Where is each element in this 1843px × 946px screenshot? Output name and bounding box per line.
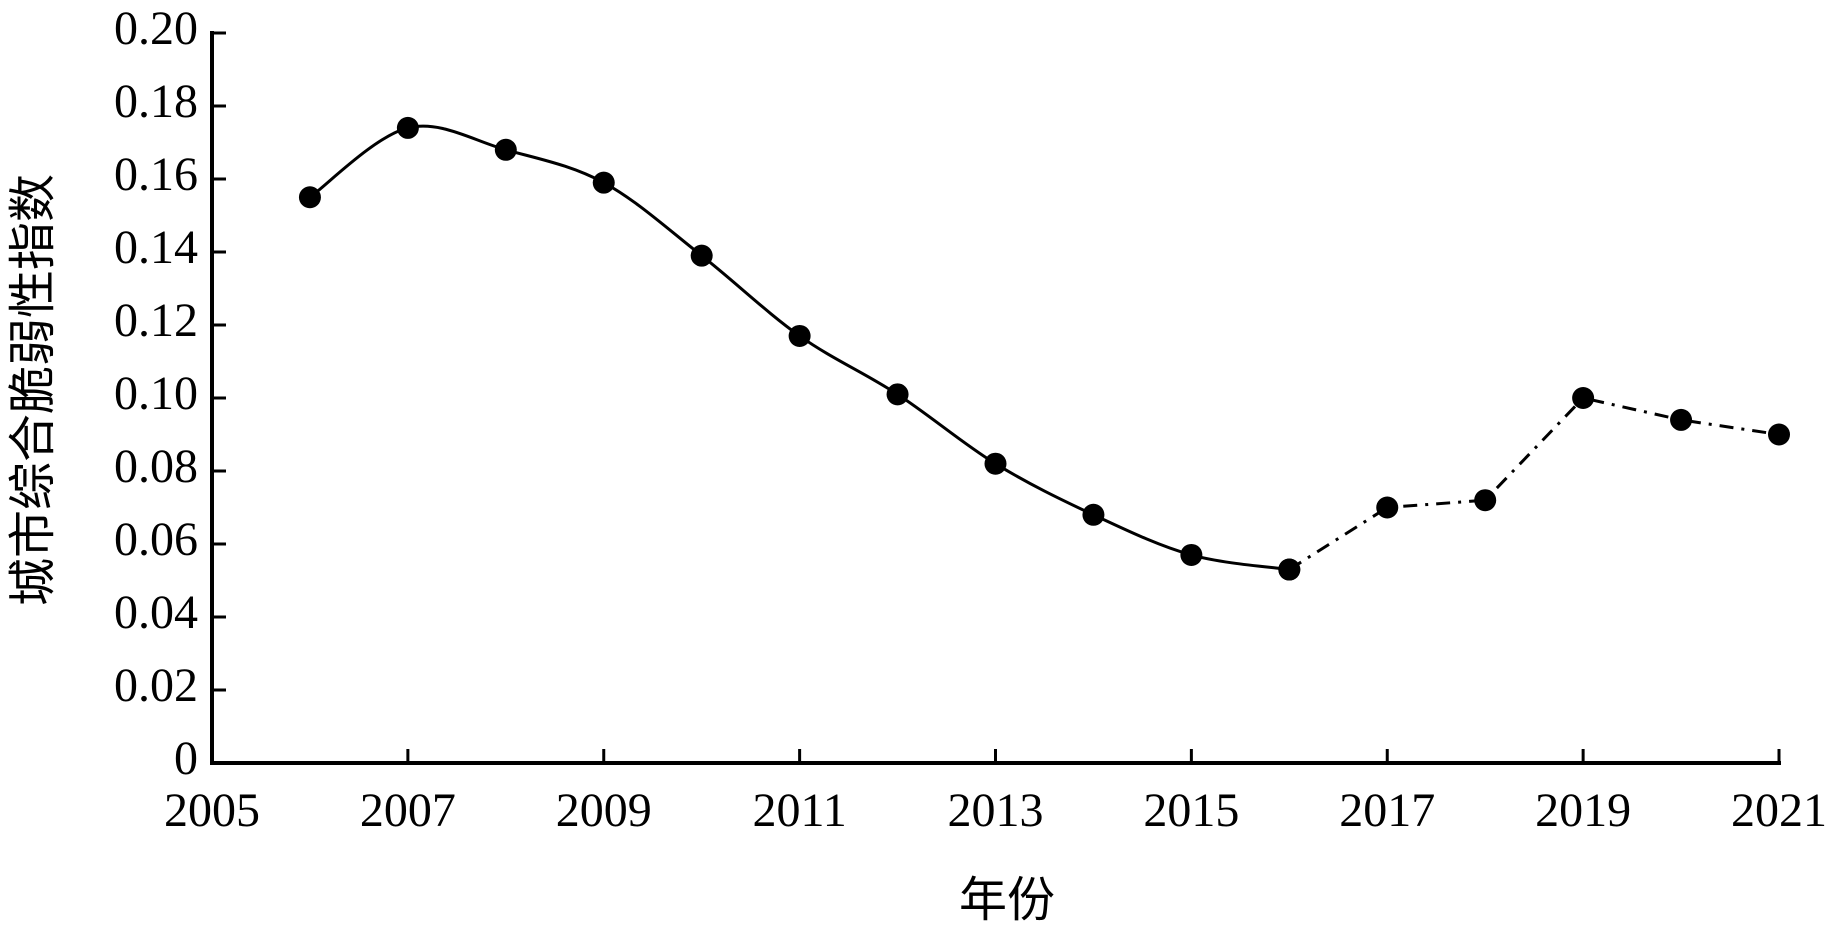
y-tick-label: 0.04 [114,586,198,639]
point [1376,496,1399,519]
y-tick-label: 0.16 [114,148,198,201]
point [1474,489,1497,512]
y-tick-label: 0.18 [114,75,198,128]
x-tick-label: 2007 [360,784,456,837]
y-tick-label: 0.02 [114,659,198,712]
y-tick-label: 0.12 [114,294,198,347]
point [1180,543,1203,566]
point [592,171,615,194]
x-tick-label: 2019 [1535,784,1631,837]
point [1278,558,1301,581]
y-tick-label: 0.14 [114,221,198,274]
x-axis-title: 年份 [959,874,1055,927]
point [1670,408,1693,431]
point [788,324,811,347]
x-tick-label: 2021 [1731,784,1827,837]
point [690,244,713,267]
x-tick-label: 2013 [948,784,1044,837]
x-tick-label: 2005 [164,784,260,837]
point [494,138,517,161]
y-tick-label: 0.20 [114,2,198,55]
point [1768,423,1790,446]
x-tick-label: 2009 [556,784,652,837]
y-axis-title: 城市综合脆弱性指数 [7,174,60,606]
y-tick-label: 0 [174,732,198,785]
y-tick-label: 0.08 [114,440,198,493]
point [886,383,909,406]
x-tick-label: 2011 [753,784,847,837]
x-tick-label: 2017 [1339,784,1435,837]
point [396,116,419,139]
y-tick-label: 0.10 [114,367,198,420]
line [309,124,1290,572]
line [1288,396,1780,571]
x-tick-label: 2015 [1143,784,1239,837]
point [298,186,321,209]
point [1082,503,1105,526]
point [984,452,1007,475]
point [1572,387,1595,409]
y-tick-label: 0.06 [114,513,198,566]
